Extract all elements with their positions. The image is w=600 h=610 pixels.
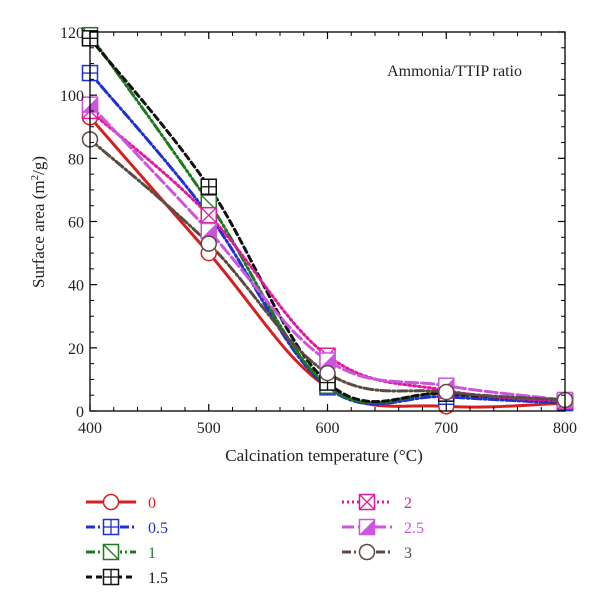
y-tick-label: 80 bbox=[68, 151, 84, 168]
legend-label: 1.5 bbox=[148, 570, 168, 587]
data-point-s5-2 bbox=[319, 352, 336, 369]
x-axis-label: Calcination temperature (°C) bbox=[225, 446, 423, 465]
legend-item-5: 2.5 bbox=[342, 518, 424, 537]
legend-marker bbox=[102, 568, 120, 586]
legend-marker bbox=[102, 543, 120, 561]
legend-label: 0.5 bbox=[148, 520, 168, 537]
y-axis-label-sup: 2 bbox=[29, 175, 41, 181]
data-point-s6-1 bbox=[200, 235, 217, 252]
plot-layer bbox=[81, 26, 574, 415]
y-tick-label: 100 bbox=[60, 88, 84, 105]
legend-marker-fill bbox=[359, 519, 375, 535]
legend-item-2: 1 bbox=[86, 543, 156, 562]
legend-label: 2.5 bbox=[404, 520, 424, 537]
legend-item-1: 0.5 bbox=[86, 518, 168, 537]
series-line-5 bbox=[88, 103, 567, 402]
x-tick-label: 700 bbox=[434, 420, 458, 437]
legend-item-3: 1.5 bbox=[86, 568, 168, 587]
legend-marker-shape bbox=[102, 493, 120, 511]
data-point-s6-1-shape bbox=[200, 235, 217, 252]
data-point-s4-1 bbox=[200, 206, 217, 224]
legend-label: 2 bbox=[404, 495, 412, 512]
legend-marker bbox=[358, 493, 376, 511]
y-tick-label: 0 bbox=[76, 404, 84, 421]
legend-item-4: 2 bbox=[342, 493, 412, 512]
data-point-s5-1-fill bbox=[201, 223, 217, 239]
legend-marker-shape bbox=[358, 543, 376, 561]
legend-marker bbox=[358, 543, 376, 561]
x-tick-label: 400 bbox=[78, 420, 102, 437]
legend-marker-stroke bbox=[359, 494, 375, 510]
legend-marker bbox=[358, 518, 376, 536]
series-line-6 bbox=[88, 137, 567, 402]
y-axis-label: Surface area (m2/g) bbox=[29, 156, 48, 288]
series-line-3 bbox=[88, 36, 567, 404]
legend-item-6: 3 bbox=[342, 543, 412, 562]
y-tick-label: 60 bbox=[68, 215, 84, 232]
data-point-s6-3 bbox=[438, 383, 455, 401]
data-point-s6-2-shape bbox=[319, 364, 336, 382]
legend-label: 1 bbox=[148, 545, 156, 562]
y-axis-label-end: /g) bbox=[29, 156, 48, 175]
chart-annotation: Ammonia/TTIP ratio bbox=[387, 63, 522, 80]
data-point-s6-2 bbox=[319, 364, 336, 382]
x-tick-label: 600 bbox=[316, 420, 340, 437]
data-point-s4-1-stroke bbox=[200, 207, 217, 224]
series-line-1 bbox=[88, 71, 567, 406]
legend-label: 0 bbox=[148, 495, 156, 512]
legend-marker bbox=[102, 518, 120, 536]
y-axis-label-main: Surface area (m bbox=[29, 180, 48, 288]
y-tick-label: 40 bbox=[68, 278, 84, 295]
x-tick-label: 500 bbox=[197, 420, 221, 437]
legend-marker-stroke bbox=[103, 544, 119, 560]
data-point-s3-1 bbox=[200, 178, 217, 196]
data-point-s6-3-shape bbox=[438, 383, 455, 401]
legend-label: 3 bbox=[404, 545, 412, 562]
data-point-s5-2-fill bbox=[320, 352, 335, 368]
x-tick-label: 800 bbox=[553, 420, 577, 437]
y-tick-label: 120 bbox=[60, 25, 84, 42]
y-tick-label: 20 bbox=[68, 341, 84, 358]
legend-item-0: 0 bbox=[86, 493, 156, 512]
legend: 0 0.5 1 1.5 2 2.5 3 bbox=[86, 493, 424, 587]
axes-layer: 400 500 600 700 800 0 20 40 60 80 100 120 bbox=[60, 25, 577, 437]
legend-marker bbox=[102, 493, 120, 511]
